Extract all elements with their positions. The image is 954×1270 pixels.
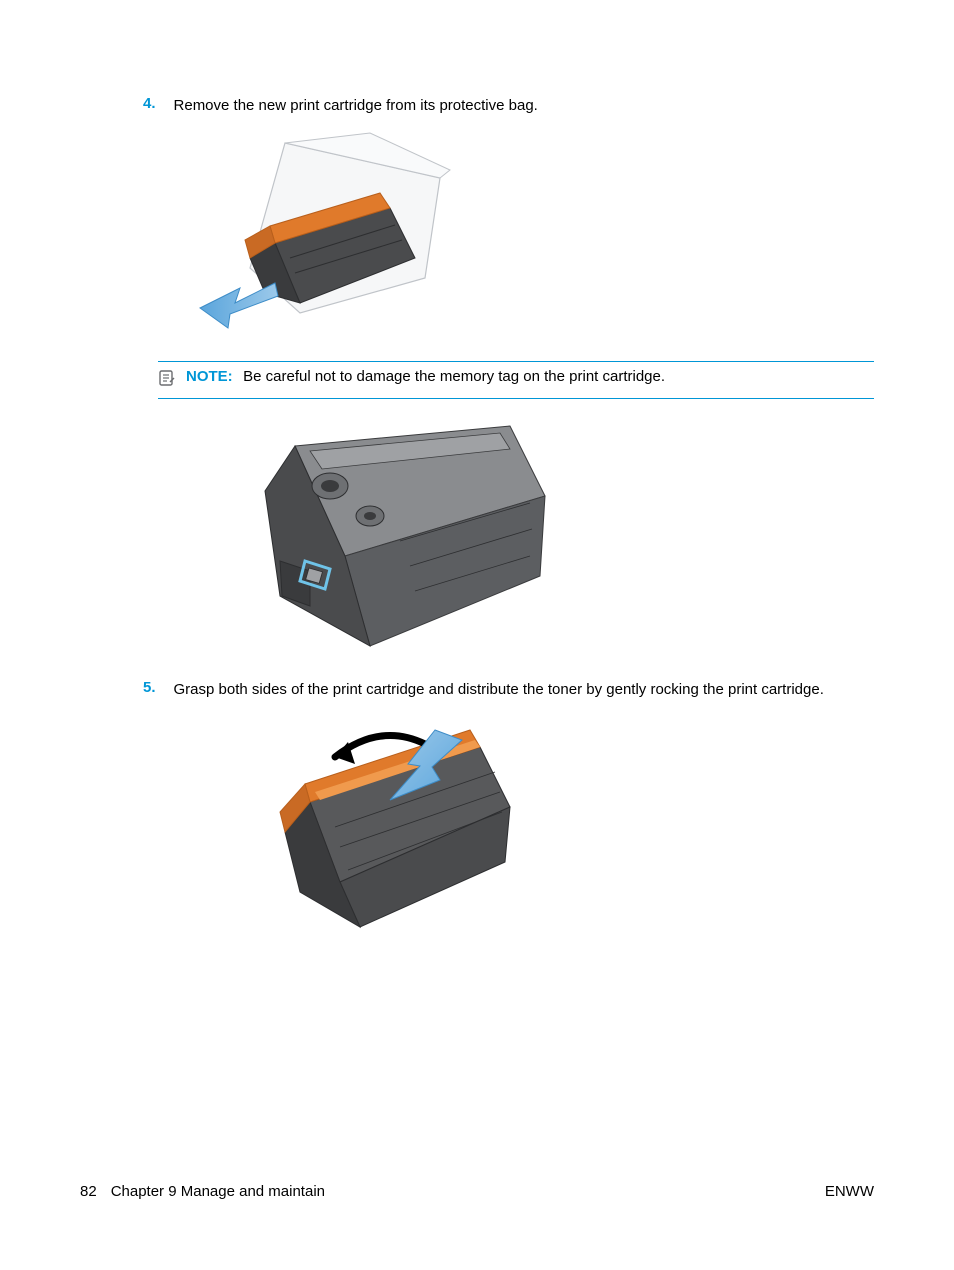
cartridge-bag-illustration <box>180 128 470 343</box>
step-4-text: Remove the new print cartridge from its … <box>174 95 538 116</box>
step-5-text: Grasp both sides of the print cartridge … <box>174 679 824 700</box>
figure-cartridge-memory-tag <box>210 411 874 661</box>
step-4: 4. Remove the new print cartridge from i… <box>80 95 874 116</box>
footer-left: 82 Chapter 9 Manage and maintain <box>80 1183 325 1200</box>
step-5-number: 5. <box>143 679 156 696</box>
footer-right: ENWW <box>825 1183 874 1200</box>
note-label: NOTE: <box>186 368 233 385</box>
figure-cartridge-rocking <box>240 712 874 942</box>
note-content: NOTE: Be careful not to damage the memor… <box>186 368 665 386</box>
page-footer: 82 Chapter 9 Manage and maintain ENWW <box>80 1183 874 1200</box>
note-text: Be careful not to damage the memory tag … <box>243 368 665 385</box>
step-5: 5. Grasp both sides of the print cartrid… <box>80 679 874 700</box>
cartridge-rocking-illustration <box>240 712 530 942</box>
cartridge-memory-illustration <box>210 411 560 661</box>
page-number: 82 <box>80 1183 97 1200</box>
note-block: NOTE: Be careful not to damage the memor… <box>158 361 874 399</box>
figure-cartridge-bag <box>180 128 874 343</box>
chapter-title: Chapter 9 Manage and maintain <box>111 1183 325 1200</box>
step-4-number: 4. <box>143 95 156 112</box>
document-page: 4. Remove the new print cartridge from i… <box>0 0 954 1270</box>
note-icon <box>158 369 176 392</box>
